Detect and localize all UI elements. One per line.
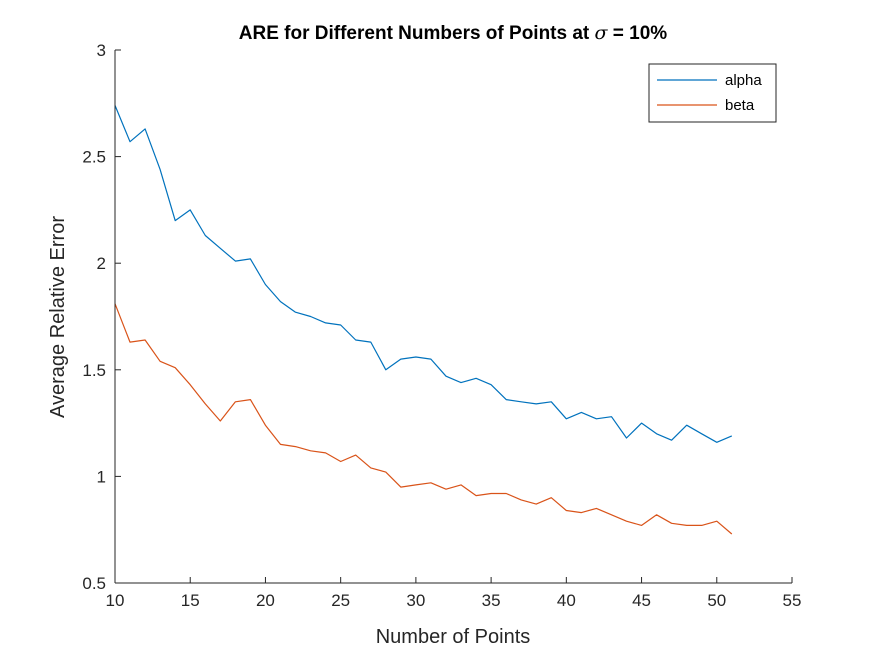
plot-area [115, 50, 792, 583]
x-tick-label: 35 [482, 591, 501, 610]
series-line-alpha [114, 105, 733, 443]
legend-label-beta: beta [725, 97, 755, 114]
series-line-beta [114, 303, 733, 535]
chart-title-sigma: σ [595, 22, 609, 44]
legend-label-alpha: alpha [725, 72, 762, 89]
y-tick-label: 2.5 [82, 148, 106, 167]
x-tick-label: 30 [406, 591, 425, 610]
legend-box [648, 63, 777, 123]
x-tick-label: 20 [256, 591, 275, 610]
chart-title-prefix: ARE for Different Numbers of Points at [239, 23, 595, 44]
x-tick-label: 15 [181, 591, 200, 610]
x-tick-label: 55 [783, 591, 802, 610]
series-layer [114, 105, 733, 535]
y-tick-label: 1.5 [82, 361, 106, 380]
chart-title: ARE for Different Numbers of Points at σ… [239, 22, 668, 44]
y-tick-label: 3 [97, 41, 106, 60]
x-tick-label: 25 [331, 591, 350, 610]
axes-layer: 10 15 20 25 30 35 40 45 50 55 0.5 1 1.5 2 2.5 3 [82, 41, 801, 610]
legend: alpha beta [648, 63, 777, 123]
x-tick-label: 40 [557, 591, 576, 610]
x-tick-label: 50 [707, 591, 726, 610]
chart-title-suffix: = 10% [608, 23, 668, 44]
y-axis-label: Average Relative Error [47, 216, 69, 418]
x-tick-label: 45 [632, 591, 651, 610]
y-tick-label: 1 [97, 467, 106, 486]
y-tick-label: 0.5 [82, 574, 106, 593]
x-tick-label: 10 [106, 591, 125, 610]
y-tick-label: 2 [97, 254, 106, 273]
x-axis-label: Number of Points [376, 626, 531, 648]
